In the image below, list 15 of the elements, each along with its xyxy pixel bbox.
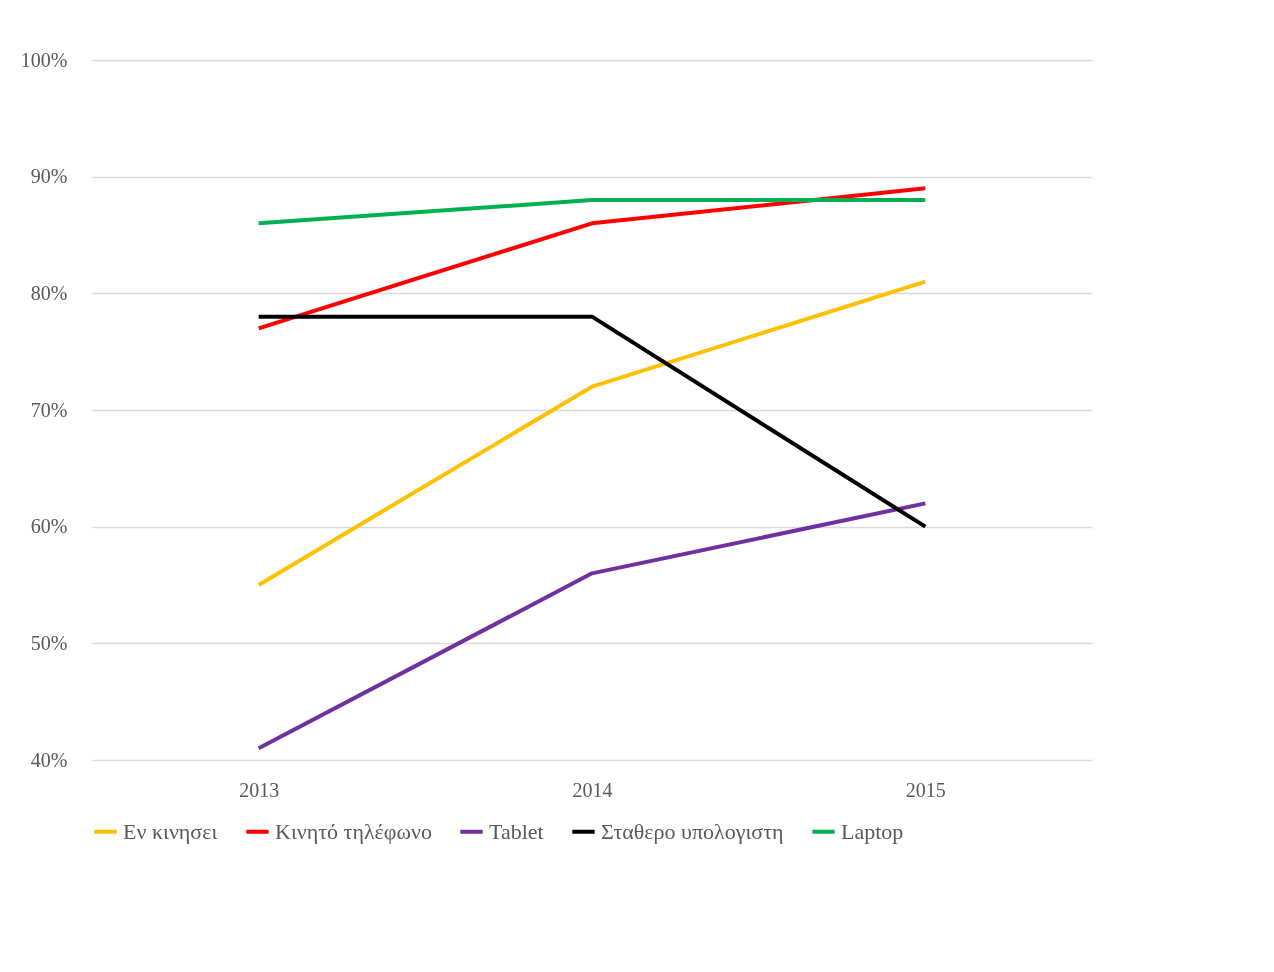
- y-tick-label: 90%: [30, 165, 68, 188]
- x-tick-label: 2015: [905, 778, 946, 801]
- legend-label: Εν κινησει: [123, 818, 218, 844]
- y-tick-label: 80%: [30, 281, 68, 304]
- legend-label: Σταθερο υπολογιστη: [601, 818, 784, 844]
- y-tick-label: 50%: [30, 631, 68, 654]
- y-tick-label: 40%: [30, 748, 68, 771]
- legend-label: Tablet: [489, 818, 544, 844]
- y-tick-label: 100%: [20, 48, 68, 71]
- x-tick-label: 2013: [239, 778, 280, 801]
- x-tick-label: 2014: [572, 778, 613, 801]
- y-tick-label: 70%: [30, 398, 68, 421]
- legend-label: Laptop: [841, 818, 904, 844]
- y-tick-label: 60%: [30, 515, 68, 538]
- legend-label: Κινητό τηλέφωνο: [275, 818, 432, 844]
